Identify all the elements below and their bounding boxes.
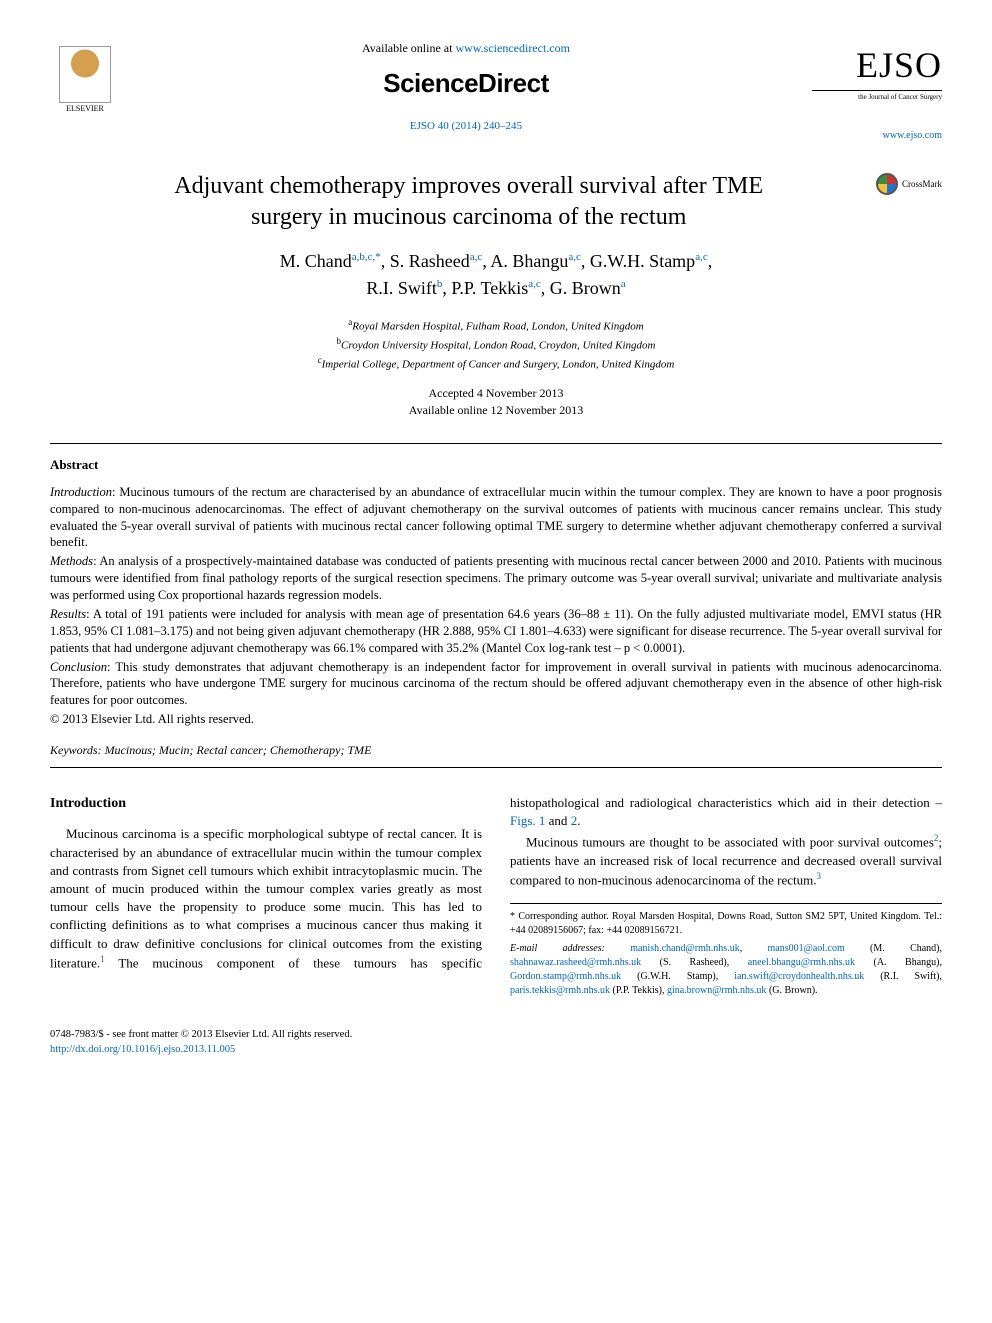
affiliations: aRoyal Marsden Hospital, Fulham Road, Lo… [50, 316, 942, 373]
email-link[interactable]: gina.brown@rmh.nhs.uk [667, 985, 766, 996]
elsevier-logo: ELSEVIER [50, 40, 120, 120]
crossmark-icon [876, 173, 898, 195]
divider [50, 443, 942, 444]
authors-list: M. Chanda,b,c,*, S. Rasheeda,c, A. Bhang… [50, 248, 942, 302]
corresponding-author-footnote: * Corresponding author. Royal Marsden Ho… [510, 903, 942, 998]
ejso-site-link[interactable]: www.ejso.com [883, 130, 942, 141]
divider [50, 767, 942, 768]
elsevier-tree-icon [59, 46, 111, 103]
email-link[interactable]: paris.tekkis@rmh.nhs.uk [510, 985, 610, 996]
abstract-copyright: © 2013 Elsevier Ltd. All rights reserved… [50, 711, 942, 728]
header-row: ELSEVIER Available online at www.science… [50, 40, 942, 143]
email-link[interactable]: aneel.bhangu@rmh.nhs.uk [748, 957, 855, 968]
email-link[interactable]: ian.swift@croydonhealth.nhs.uk [734, 971, 864, 982]
body-paragraph: Mucinous tumours are thought to be assoc… [510, 832, 942, 889]
available-online: Available online at www.sciencedirect.co… [120, 40, 812, 57]
ejso-acronym: EJSO [812, 40, 942, 90]
page-footer: 0748-7983/$ - see front matter © 2013 El… [50, 1028, 942, 1057]
email-link[interactable]: shahnawaz.rasheed@rmh.nhs.uk [510, 957, 641, 968]
journal-ref-link[interactable]: EJSO 40 (2014) 240–245 [410, 120, 522, 132]
abstract-body: Introduction: Mucinous tumours of the re… [50, 484, 942, 728]
publication-dates: Accepted 4 November 2013 Available onlin… [50, 385, 942, 419]
abstract-heading: Abstract [50, 456, 942, 474]
author-affil-link[interactable]: a [621, 278, 626, 290]
figure-link[interactable]: Figs. 1 [510, 813, 545, 828]
journal-reference: EJSO 40 (2014) 240–245 [120, 119, 812, 134]
author-affil-link[interactable]: a,c [568, 251, 581, 263]
intro-heading: Introduction [50, 794, 482, 814]
sciencedirect-link[interactable]: www.sciencedirect.com [455, 41, 570, 55]
crossmark-badge[interactable]: CrossMark [876, 173, 942, 195]
elsevier-label: ELSEVIER [66, 103, 104, 114]
sciencedirect-logo: ScienceDirect [120, 65, 812, 101]
email-link[interactable]: Gordon.stamp@rmh.nhs.uk [510, 971, 621, 982]
author-affil-link[interactable]: a,c [470, 251, 483, 263]
ejso-subtitle: the Journal of Cancer Surgery [812, 90, 942, 103]
author-affil-link[interactable]: a,c [528, 278, 541, 290]
author-affil-link[interactable]: a,c [695, 251, 708, 263]
ref-link[interactable]: 3 [816, 871, 821, 881]
email-link[interactable]: manish.chand@rmh.nhs.uk [630, 943, 739, 954]
article-title: Adjuvant chemotherapy improves overall s… [159, 171, 779, 233]
keywords: Keywords: Mucinous; Mucin; Rectal cancer… [50, 742, 942, 759]
article-body: Introduction Mucinous carcinoma is a spe… [50, 794, 942, 999]
doi-link[interactable]: http://dx.doi.org/10.1016/j.ejso.2013.11… [50, 1044, 235, 1055]
author-affil-link[interactable]: a,b,c,* [352, 251, 381, 263]
email-link[interactable]: mans001@aol.com [768, 943, 845, 954]
ejso-logo: EJSO the Journal of Cancer Surgery www.e… [812, 40, 942, 143]
